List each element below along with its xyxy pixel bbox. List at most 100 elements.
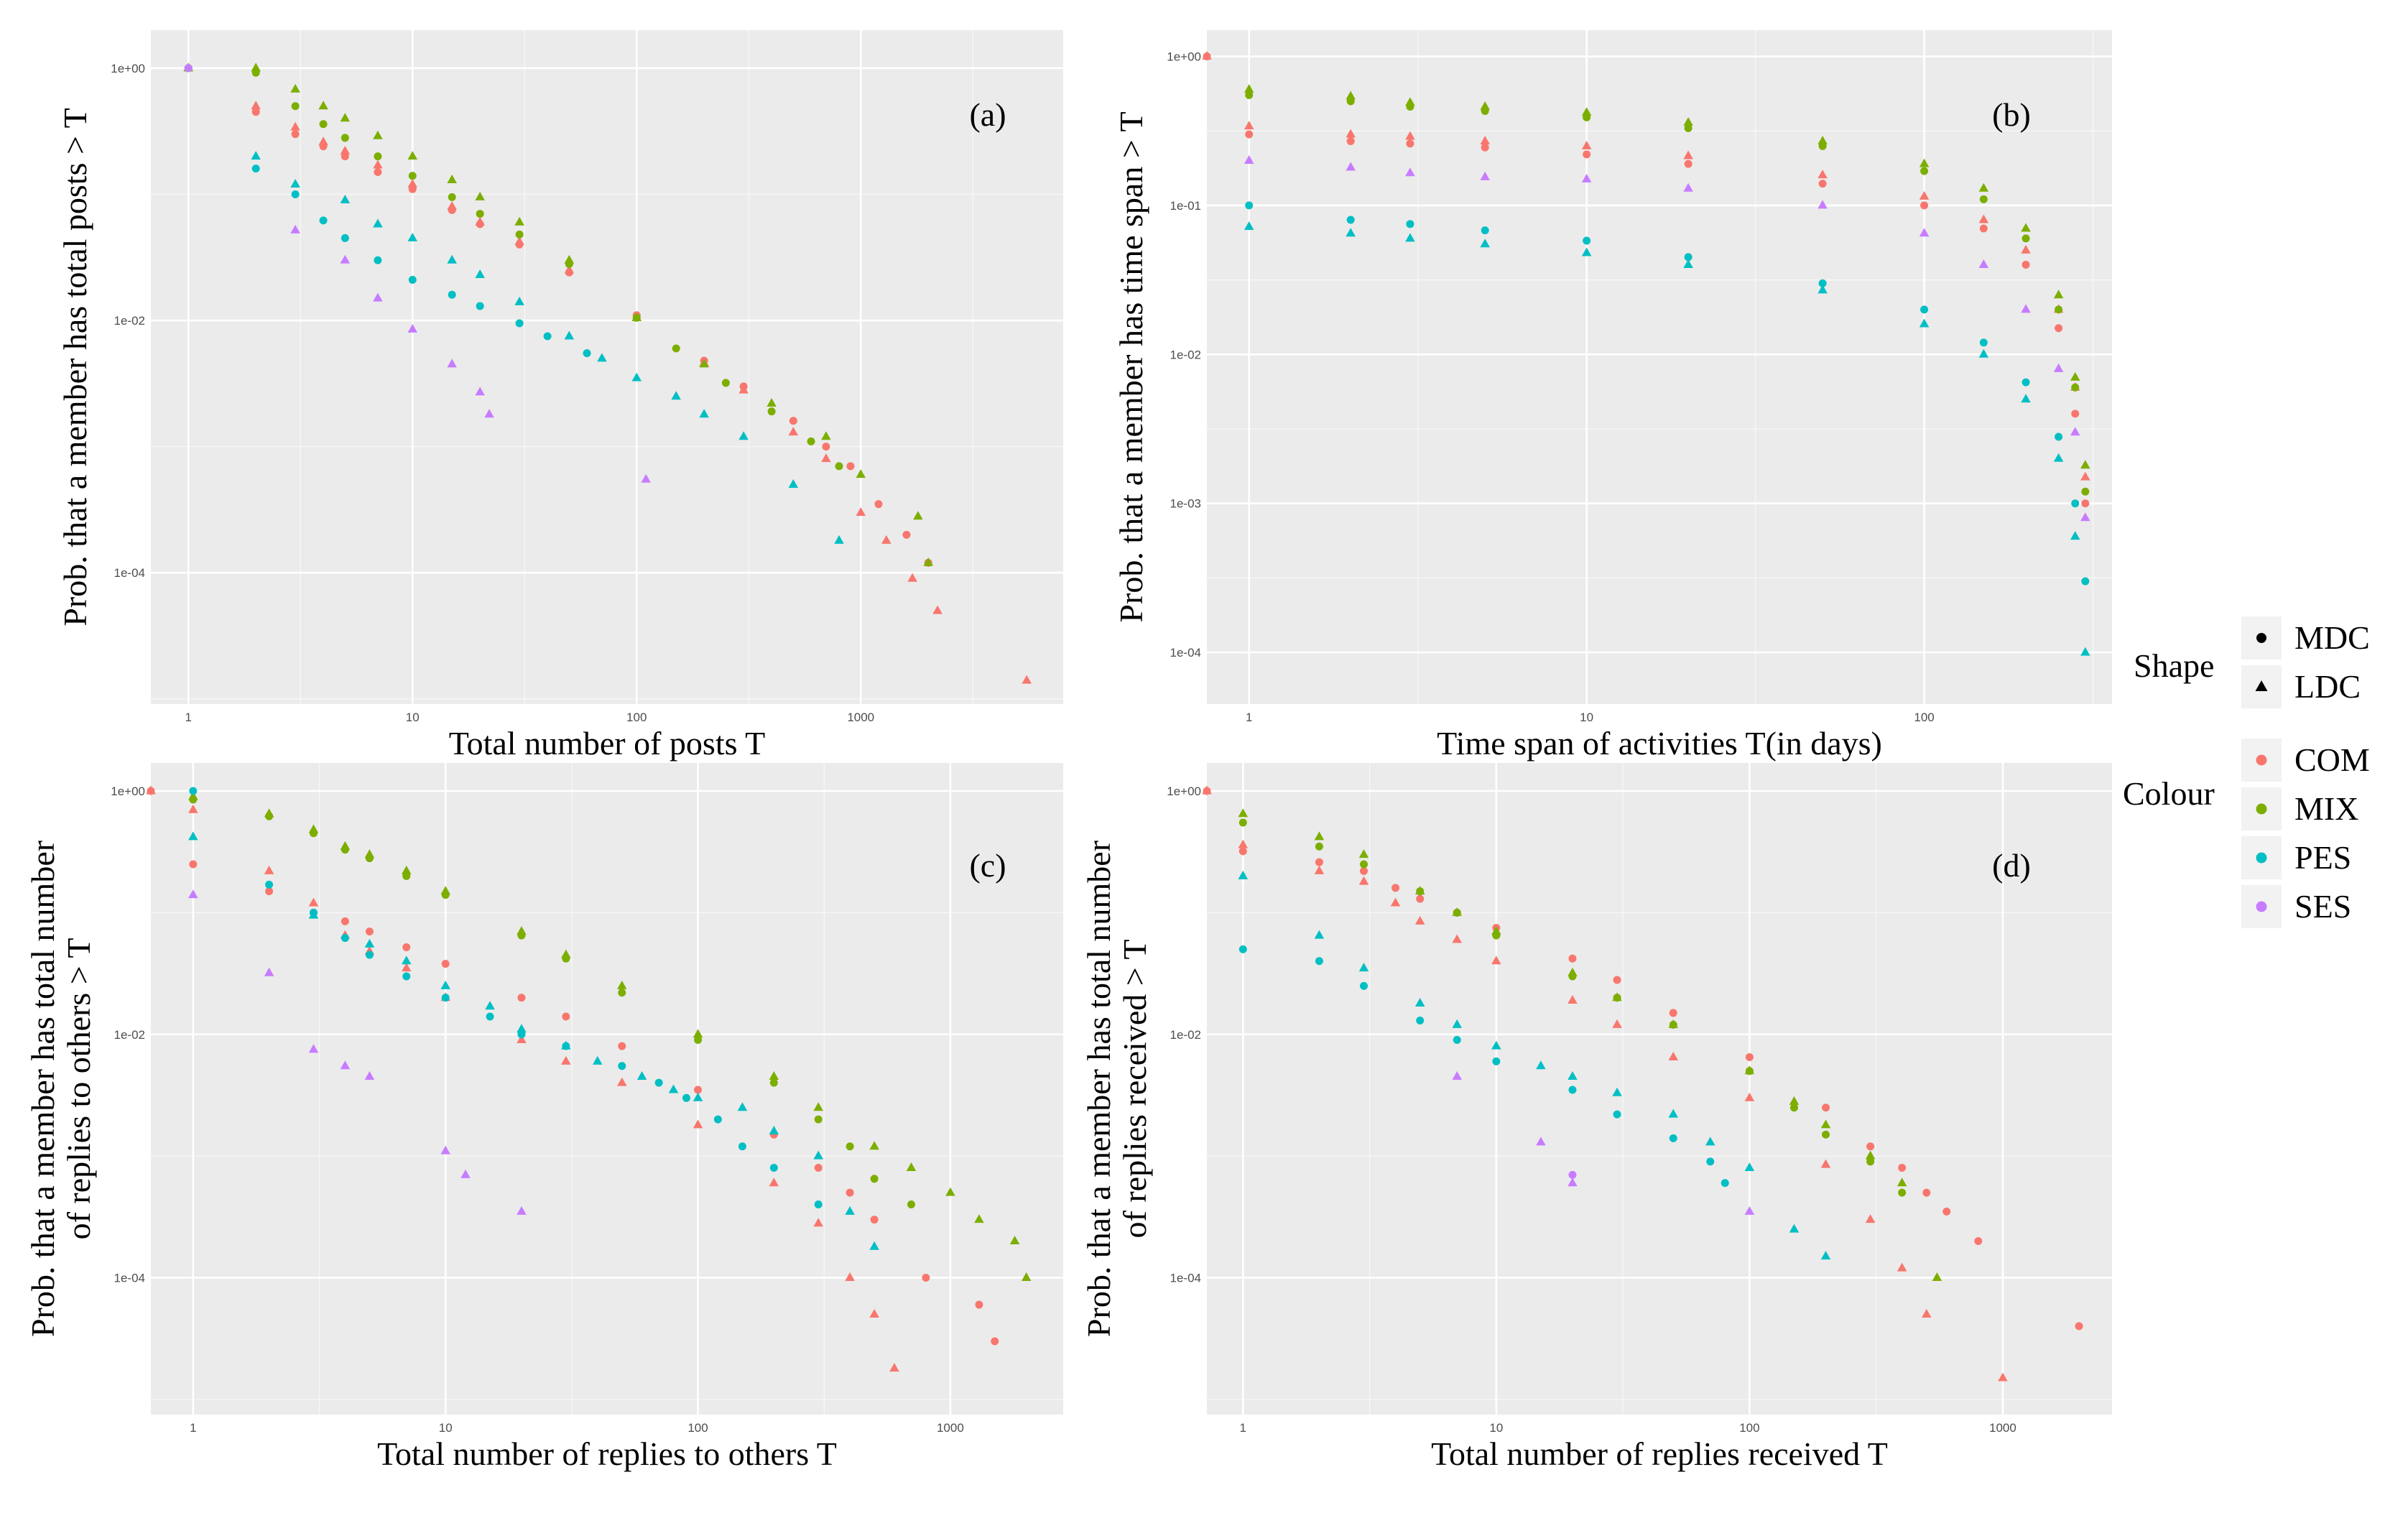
panel-background [1207, 763, 2112, 1415]
data-point-com-mdc [1406, 139, 1414, 148]
data-point-ses-ldc [340, 1060, 351, 1070]
data-point-ses-ldc [440, 1145, 450, 1155]
legend-swatch [2256, 901, 2267, 912]
data-point-mix-ldc [517, 926, 527, 935]
data-point-pes-mdc [618, 1062, 626, 1070]
y-tick-label: 1e-02 [114, 314, 145, 328]
data-point-pes-ldc [699, 409, 709, 418]
data-point-ses-ldc [1683, 182, 1693, 192]
data-point-com-ldc [1202, 785, 1212, 795]
data-point-com-mdc [822, 443, 830, 451]
data-point-pes-mdc [1721, 1179, 1729, 1188]
data-point-mix-ldc [974, 1214, 984, 1223]
data-point-mix-ldc [1919, 158, 1930, 167]
data-point-com-mdc [1974, 1236, 1983, 1245]
data-point-mix-ldc [767, 398, 777, 407]
data-point-com-mdc [291, 130, 300, 139]
data-point-com-ldc [188, 804, 198, 813]
data-point-pes-ldc [402, 956, 412, 965]
data-point-pes-ldc [514, 296, 524, 305]
data-point-com-ldc [264, 865, 274, 874]
data-point-mix-ldc [1581, 107, 1592, 116]
data-point-mix-ldc [1820, 1119, 1831, 1129]
data-point-com-ldc [1390, 897, 1401, 907]
data-point-pes-mdc [2055, 432, 2063, 441]
data-point-com-ldc [561, 1055, 571, 1065]
data-point-pes-ldc [1480, 239, 1490, 248]
legend-swatch [2256, 803, 2267, 815]
data-point-pes-mdc [682, 1093, 690, 1102]
x-tick-label: 1 [1240, 1421, 1246, 1435]
data-point-pes-ldc [2070, 531, 2080, 540]
data-point-mix-mdc [408, 172, 417, 180]
x-tick-label: 100 [1914, 711, 1934, 724]
data-point-mix-ldc [564, 254, 575, 264]
data-point-com-ldc [821, 453, 831, 463]
x-tick-label: 1000 [937, 1421, 964, 1435]
x-axis-title: Total number of replies to others T [377, 1435, 837, 1472]
data-point-com-mdc [265, 887, 274, 896]
data-point-pes-mdc [402, 972, 411, 981]
data-point-mix-ldc [1314, 831, 1325, 841]
data-point-mix-ldc [1452, 907, 1462, 916]
data-point-pes-ldc [1491, 1040, 1501, 1050]
data-point-pes-mdc [2081, 577, 2090, 586]
legend-label: MIX [2294, 790, 2358, 827]
data-point-com-ldc [617, 1077, 627, 1086]
data-point-mix-ldc [945, 1187, 955, 1196]
data-point-ses-ldc [1452, 1070, 1462, 1080]
data-point-pes-mdc [408, 275, 417, 284]
data-point-com-mdc [1822, 1103, 1830, 1112]
data-point-mix-ldc [251, 63, 261, 72]
data-point-com-mdc [1979, 224, 1988, 233]
data-point-ses-ldc [1405, 167, 1415, 177]
data-point-com-mdc [1684, 159, 1692, 168]
data-points [146, 785, 1032, 1372]
data-point-pes-ldc [407, 232, 418, 241]
data-point-com-mdc [1920, 201, 1929, 210]
data-point-com-ldc [146, 785, 156, 795]
data-point-com-mdc [1898, 1164, 1907, 1172]
data-point-mix-mdc [374, 152, 382, 161]
data-point-com-ldc [881, 535, 892, 544]
data-point-mix-mdc [2022, 234, 2030, 243]
data-point-com-ldc [1452, 934, 1462, 943]
data-point-pes-mdc [1818, 279, 1827, 287]
data-point-pes-ldc [1358, 963, 1369, 972]
x-tick-label: 1 [1246, 711, 1252, 724]
data-point-mix-ldc [340, 841, 351, 850]
data-point-ses-ldc [1346, 162, 1356, 171]
data-point-com-mdc [365, 927, 374, 936]
data-point-pes-mdc [441, 994, 450, 1002]
data-point-pes-ldc [845, 1206, 855, 1215]
data-point-mix-ldc [813, 1102, 823, 1111]
x-tick-label: 10 [406, 711, 420, 724]
data-point-ses-ldc [373, 292, 383, 302]
data-point-mix-ldc [2070, 371, 2080, 381]
data-point-mix-mdc [835, 462, 843, 471]
data-point-com-ldc [1358, 876, 1369, 885]
data-point-ses-ldc [447, 358, 457, 368]
data-point-mix-ldc [631, 312, 642, 321]
data-point-pes-ldc [2053, 453, 2064, 462]
data-point-ses-ldc [2070, 427, 2080, 436]
legend-colour-item-mix: MIX [2241, 787, 2358, 830]
data-point-mix-mdc [807, 437, 815, 445]
data-point-com-mdc [902, 530, 911, 539]
y-tick-label: 1e-02 [1170, 348, 1201, 361]
data-point-com-ldc [564, 264, 575, 274]
data-point-pes-mdc [654, 1078, 663, 1087]
data-point-pes-mdc [543, 332, 552, 341]
y-tick-label: 1e-04 [114, 566, 145, 580]
legend-colour-title: Colour [2123, 775, 2215, 812]
data-point-mix-ldc [1865, 1150, 1876, 1160]
data-point-pes-ldc [834, 535, 844, 544]
data-point-pes-mdc [1568, 1086, 1577, 1094]
legend-colour-item-pes: PES [2241, 836, 2351, 879]
data-point-mix-ldc [1567, 967, 1578, 976]
y-axis-title-line-1: Prob. that a member has total number [1080, 841, 1117, 1337]
x-axis-title: Total number of replies received T [1431, 1435, 1888, 1472]
data-point-ses-ldc [1978, 259, 1989, 268]
legend-shape-title: Shape [2134, 647, 2214, 684]
data-point-com-ldc [1897, 1262, 1907, 1272]
